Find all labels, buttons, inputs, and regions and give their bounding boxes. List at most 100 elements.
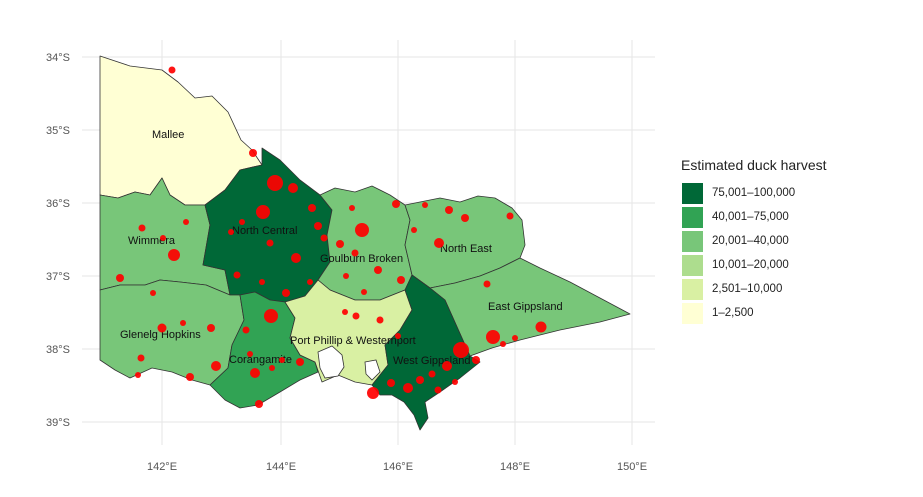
y-tick-label: 34°S [46, 52, 70, 64]
harvest-point [452, 379, 458, 385]
legend-item: 10,001–20,000 [681, 253, 901, 277]
y-tick-label: 35°S [46, 125, 70, 137]
harvest-point [395, 333, 401, 339]
harvest-point [266, 239, 274, 247]
harvest-point [422, 202, 428, 208]
harvest-point [288, 183, 298, 193]
harvest-point [453, 342, 469, 358]
harvest-point [442, 361, 452, 371]
harvest-point [207, 324, 215, 332]
region-label-mallee: Mallee [152, 129, 184, 141]
harvest-point [307, 279, 313, 285]
legend-swatch [681, 181, 704, 205]
harvest-point [267, 175, 283, 191]
harvest-point [138, 224, 146, 232]
harvest-point [168, 66, 176, 74]
harvest-point [434, 238, 444, 248]
legend-swatch [681, 205, 704, 229]
harvest-point [351, 249, 359, 257]
region-label-port-phillip: Port Phillip & Westernport [290, 335, 416, 347]
harvest-point [387, 379, 395, 387]
x-axis: 142°E 144°E 146°E 148°E 150°E [147, 461, 647, 473]
harvest-point [445, 206, 453, 214]
harvest-point [320, 234, 328, 242]
harvest-point [434, 386, 442, 394]
legend-label: 1–2,500 [712, 307, 754, 319]
harvest-point [392, 200, 400, 208]
y-tick-label: 39°S [46, 417, 70, 429]
harvest-point [486, 330, 500, 344]
harvest-point [296, 358, 304, 366]
x-tick-label: 148°E [500, 461, 530, 473]
x-tick-label: 142°E [147, 461, 177, 473]
region-label-east-gippsland: East Gippsland [488, 301, 563, 313]
legend: Estimated duck harvest 75,001–100,000 40… [681, 157, 901, 325]
harvest-point [342, 309, 348, 315]
harvest-point [343, 273, 349, 279]
harvest-point [500, 341, 506, 347]
harvest-point [269, 365, 275, 371]
harvest-point [336, 240, 344, 248]
region-north-east [404, 195, 526, 289]
legend-label: 2,501–10,000 [712, 283, 783, 295]
harvest-point [135, 372, 141, 378]
harvest-point [461, 214, 469, 222]
region-labels: Mallee Wimmera North Central Goulburn Br… [120, 129, 563, 367]
harvest-point [242, 326, 250, 334]
harvest-point [116, 274, 124, 282]
harvest-point [256, 205, 270, 219]
harvest-point [355, 223, 369, 237]
harvest-point [279, 357, 285, 363]
harvest-point [352, 312, 360, 320]
harvest-point [137, 354, 145, 362]
harvest-point [180, 320, 186, 326]
harvest-point [150, 290, 156, 296]
harvest-point [250, 368, 260, 378]
legend-label: 10,001–20,000 [712, 259, 789, 271]
legend-swatch [681, 229, 704, 253]
harvest-point [397, 276, 405, 284]
harvest-point [308, 204, 316, 212]
legend-swatch [681, 277, 704, 301]
region-label-wimmera: Wimmera [128, 235, 176, 247]
x-tick-label: 144°E [266, 461, 296, 473]
harvest-point [416, 376, 424, 384]
harvest-point [168, 249, 180, 261]
harvest-point [367, 387, 379, 399]
harvest-point [259, 279, 265, 285]
harvest-point [483, 280, 491, 288]
y-axis: 34°S 35°S 36°S 37°S 38°S 39°S [46, 52, 70, 429]
harvest-points [116, 66, 547, 408]
x-tick-label: 146°E [383, 461, 413, 473]
region-label-north-central: North Central [232, 225, 297, 237]
harvest-point [183, 219, 189, 225]
harvest-point [506, 212, 514, 220]
harvest-point [255, 400, 263, 408]
legend-item: 40,001–75,000 [681, 205, 901, 229]
legend-label: 75,001–100,000 [712, 187, 796, 199]
region-label-goulburn-broken: Goulburn Broken [320, 253, 403, 265]
harvest-point [233, 271, 241, 279]
legend-item: 2,501–10,000 [681, 277, 901, 301]
harvest-point [249, 149, 257, 157]
legend-label: 20,001–40,000 [712, 235, 789, 247]
harvest-point [157, 323, 167, 333]
x-tick-label: 150°E [617, 461, 647, 473]
harvest-point [186, 373, 194, 381]
harvest-point [361, 289, 367, 295]
legend-swatch [681, 301, 704, 325]
y-tick-label: 38°S [46, 344, 70, 356]
harvest-point [535, 321, 547, 333]
legend-item: 75,001–100,000 [681, 181, 901, 205]
harvest-point [264, 309, 278, 323]
harvest-point [376, 316, 384, 324]
region-label-corangamite: Corangamite [229, 354, 292, 366]
harvest-point [403, 383, 413, 393]
legend-label: 40,001–75,000 [712, 211, 789, 223]
legend-item: 1–2,500 [681, 301, 901, 325]
harvest-point [374, 266, 382, 274]
y-tick-label: 36°S [46, 198, 70, 210]
harvest-point [349, 205, 355, 211]
harvest-point [314, 222, 322, 230]
